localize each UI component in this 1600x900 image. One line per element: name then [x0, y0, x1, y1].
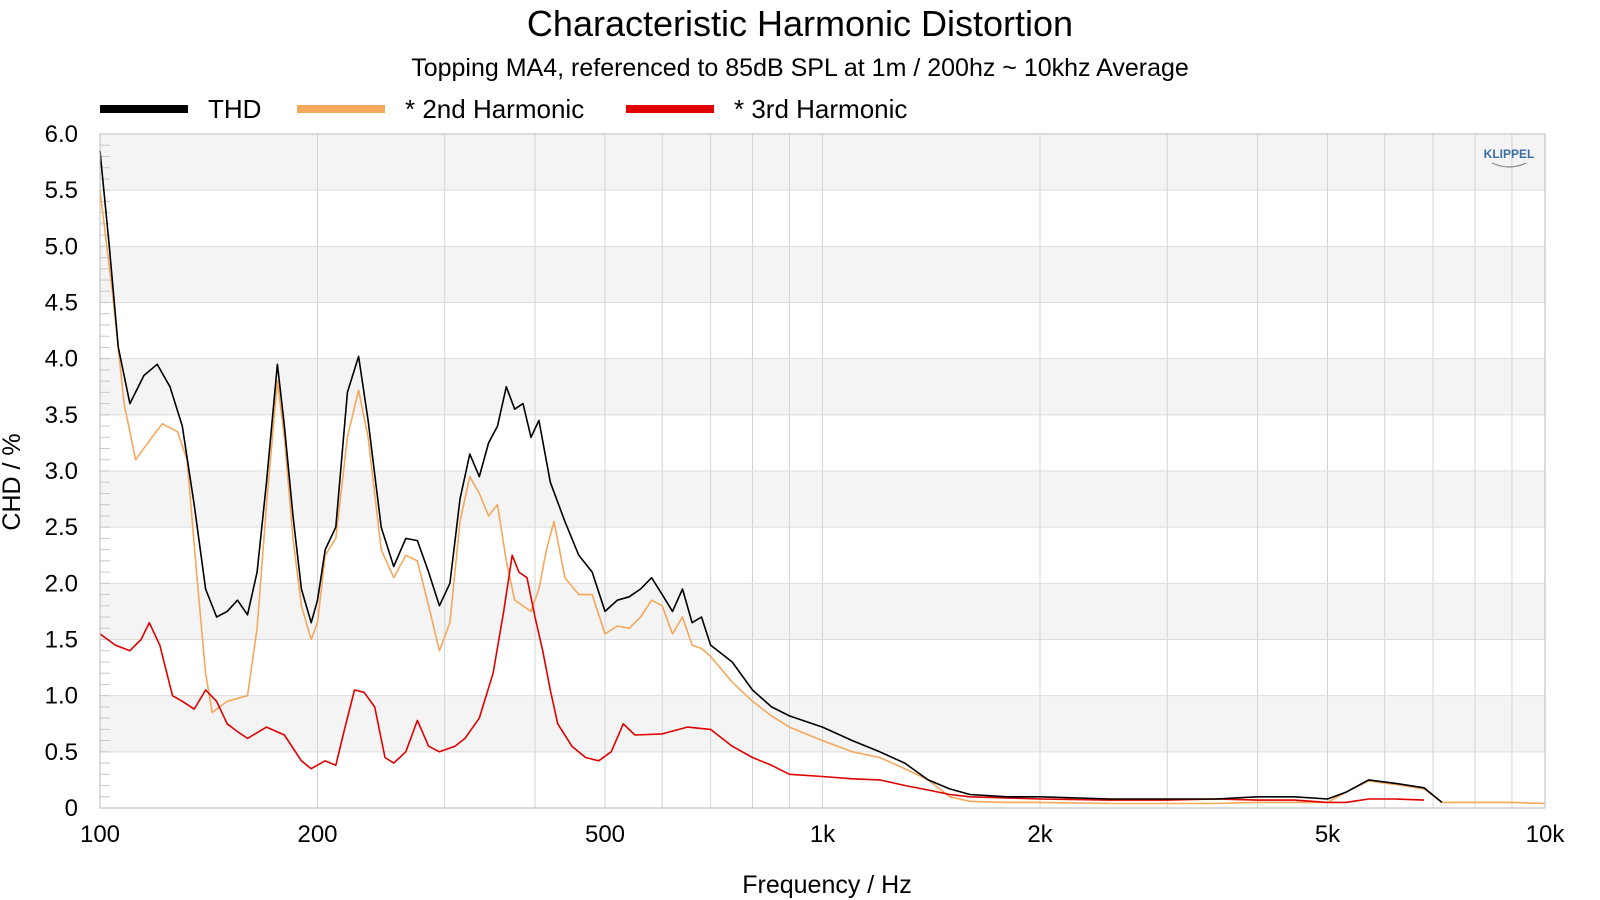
x-tick-label: 200 [297, 821, 337, 848]
legend-label: * 2nd Harmonic [405, 94, 584, 124]
plot-grid [100, 134, 1545, 808]
klippel-logo: KLIPPEL [1484, 147, 1535, 168]
y-tick-label: 5.5 [45, 177, 78, 204]
y-tick-label: 0 [65, 795, 78, 822]
y-axis-label: CHD / % [0, 433, 26, 530]
legend: THD * 2nd Harmonic * 3rd Harmonic [100, 94, 907, 124]
y-minor-ticks [100, 133, 110, 809]
y-tick-label: 0.5 [45, 739, 78, 766]
y-tick-label: 1.5 [45, 627, 78, 654]
y-tick-label: 6.0 [45, 121, 78, 148]
y-tick-label: 1.0 [45, 683, 78, 710]
x-tick-labels: 100 200 500 1k 2k 5k 10k [80, 821, 1565, 848]
x-tick-label: 1k [810, 821, 836, 848]
y-tick-label: 2.0 [45, 570, 78, 597]
chart-subtitle: Topping MA4, referenced to 85dB SPL at 1… [411, 54, 1189, 82]
y-tick-label: 4.5 [45, 290, 78, 317]
y-tick-labels: 0 0.5 1.0 1.5 2.0 2.5 3.0 3.5 4.0 4.5 5.0 5.5 6.0 [45, 121, 78, 822]
klippel-swoosh-icon [1491, 162, 1527, 168]
klippel-badge-text: KLIPPEL [1484, 147, 1535, 161]
x-tick-label: 5k [1315, 821, 1341, 848]
legend-label: * 3rd Harmonic [734, 94, 907, 124]
x-tick-label: 500 [585, 821, 625, 848]
x-tick-label: 100 [80, 821, 120, 848]
y-tick-label: 5.0 [45, 233, 78, 260]
y-tick-label: 3.0 [45, 458, 78, 485]
series-line-h2 [99, 190, 1546, 805]
y-tick-label: 4.0 [45, 346, 78, 373]
y-tick-label: 2.5 [45, 514, 78, 541]
legend-label: THD [208, 94, 261, 124]
x-tick-label: 2k [1027, 821, 1053, 848]
x-tick-label: 10k [1526, 821, 1566, 848]
x-axis-label: Frequency / Hz [742, 871, 912, 899]
chart-title: Characteristic Harmonic Distortion [527, 3, 1073, 44]
series-line-h3 [99, 554, 1425, 804]
plot-frame [99, 133, 1546, 809]
y-tick-label: 3.5 [45, 402, 78, 429]
series-line-thd [99, 150, 1443, 804]
series-group [99, 150, 1546, 805]
